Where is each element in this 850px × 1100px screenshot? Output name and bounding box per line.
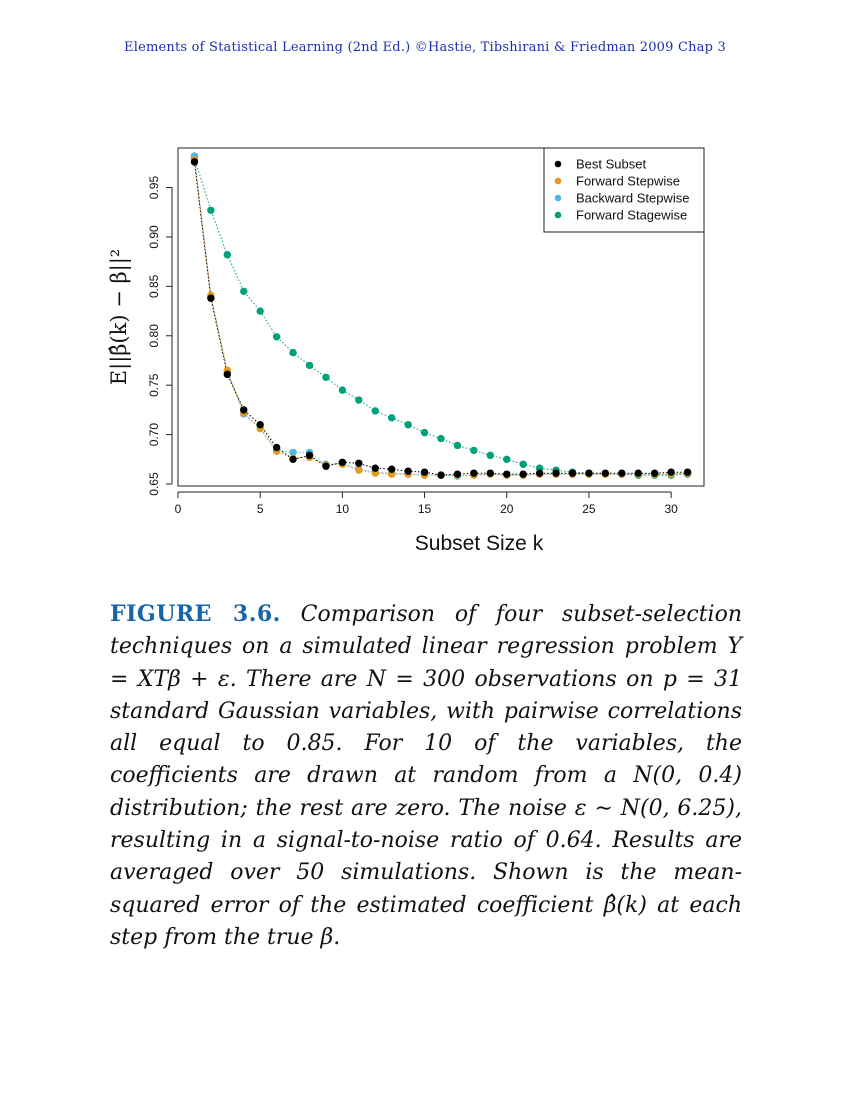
x-tick-label: 20 [500,502,514,516]
data-point-forward-stagewise [371,407,379,415]
data-point-best-subset [272,443,281,452]
data-point-forward-stagewise [453,441,462,450]
legend-marker [554,194,562,202]
data-point-forward-stagewise [305,361,314,370]
data-point-best-subset [322,462,330,470]
data-point-forward-stagewise [256,307,264,315]
data-point-best-subset [585,469,593,477]
data-point-forward-stagewise [289,348,297,357]
y-tick-label: 0.90 [147,225,161,249]
subset-selection-chart: 0 5 10 15 20 25 30 0.65 0.70 0.75 0.80 0.85 0.90 0.95… [107,147,705,555]
y-tick-label: 0.80 [147,324,161,348]
x-tick-label: 10 [336,502,350,516]
figure-label: FIGURE 3.6. [110,601,281,627]
y-tick-label: 0.85 [147,274,161,298]
data-point-best-subset [190,158,199,166]
legend-label: Backward Stepwise [576,191,689,206]
data-point-best-subset [305,451,314,460]
data-point-best-subset [519,470,527,478]
y-tick-label: 0.95 [147,176,161,200]
y-tick-label: 0.75 [147,373,161,397]
data-point-forward-stagewise [223,251,232,259]
data-point-best-subset [601,469,610,477]
y-tick-label: 0.70 [147,423,161,447]
data-point-best-subset [338,458,347,466]
legend: Best Subset Forward Stepwise Backward Step… [543,147,705,233]
data-point-forward-stagewise [519,460,527,468]
data-point-best-subset [453,470,462,478]
data-point-backward-stepwise [289,448,297,457]
x-axis-label: Subset Size k [415,532,544,555]
data-point-forward-stagewise [322,373,330,381]
plot-frame [177,147,705,487]
x-tick-label: 25 [582,502,596,516]
data-point-best-subset [223,370,232,379]
legend-marker [554,211,562,219]
data-point-best-subset [404,467,412,475]
data-point-forward-stagewise [503,455,511,464]
legend-label: Forward Stagewise [576,208,687,223]
legend-marker [554,160,562,168]
data-point-forward-stagewise [240,287,248,296]
data-point-forward-stagewise [470,446,478,455]
data-point-best-subset [371,464,379,472]
data-point-best-subset [503,470,511,478]
figure-caption: FIGURE 3.6. Comparison of four subset-se… [110,598,742,954]
data-point-best-subset [470,469,478,477]
data-point-forward-stagewise [338,386,347,394]
data-point-best-subset [683,468,692,476]
legend-box [543,147,705,233]
data-point-forward-stagewise [207,206,215,214]
data-point-best-subset [256,421,264,429]
x-tick-label: 15 [418,502,432,516]
x-tick-label: 0 [175,502,182,516]
legend-label: Best Subset [576,157,646,172]
legend-label: Forward Stepwise [576,174,680,189]
data-point-forward-stagewise [404,421,412,429]
data-point-best-subset [289,455,297,464]
data-point-forward-stagewise [387,414,396,422]
legend-marker [554,177,562,185]
data-point-forward-stagewise [355,396,363,404]
data-point-best-subset [568,469,577,477]
axes: 0 5 10 15 20 25 30 0.65 0.70 0.75 0.80 0.85 0.90 0.95 [147,176,678,516]
running-header: Elements of Statistical Learning (2nd Ed… [124,40,726,55]
caption-text: Comparison of four subset-selection tech… [110,602,742,950]
data-point-best-subset [634,469,642,477]
x-tick-label: 30 [664,502,678,516]
series-points [190,152,692,480]
data-point-best-subset [355,459,363,467]
data-point-best-subset [667,468,675,476]
data-point-best-subset [387,465,396,473]
data-point-best-subset [437,471,445,479]
data-point-best-subset [207,294,215,302]
data-point-best-subset [552,469,560,477]
data-point-best-subset [618,469,626,477]
data-point-forward-stagewise [272,333,281,341]
data-point-best-subset [650,469,659,477]
data-point-forward-stagewise [437,434,445,443]
y-axis-label: E||β̂(k) − β||² [107,249,132,385]
y-tick-label: 0.65 [147,472,161,496]
data-point-best-subset [535,469,544,477]
data-point-best-subset [486,469,495,477]
data-point-best-subset [420,468,429,476]
data-point-forward-stagewise [420,428,429,437]
x-tick-label: 5 [257,502,264,516]
data-point-forward-stepwise [355,466,363,474]
data-point-forward-stagewise [486,451,495,460]
data-point-best-subset [240,406,248,414]
